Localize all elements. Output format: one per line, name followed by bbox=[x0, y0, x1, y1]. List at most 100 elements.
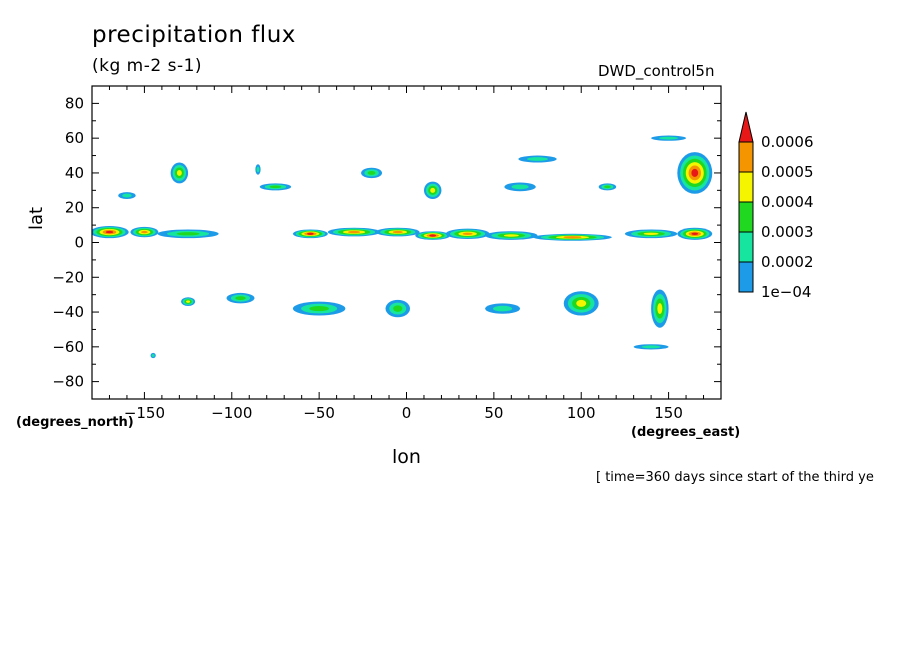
precip-region bbox=[157, 229, 219, 239]
colorbar-segment bbox=[738, 141, 754, 173]
precip-contour-level-3 bbox=[503, 234, 519, 237]
precip-contour-level-1 bbox=[256, 166, 260, 173]
precip-region bbox=[485, 303, 521, 314]
x-tick-label: −150 bbox=[124, 404, 165, 422]
precip-region bbox=[485, 231, 538, 240]
precip-contour-level-3 bbox=[657, 303, 663, 315]
precip-region bbox=[563, 291, 599, 316]
precip-contour-level-2 bbox=[235, 296, 246, 301]
precip-contour-level-2 bbox=[309, 305, 329, 312]
precip-contour-level-5 bbox=[691, 168, 699, 177]
y-tick-label: 80 bbox=[65, 94, 84, 112]
precip-region bbox=[170, 162, 189, 184]
y-tick-label: 0 bbox=[74, 234, 84, 252]
precip-contour-level-1 bbox=[641, 345, 661, 349]
plot-frame bbox=[91, 85, 722, 400]
precip-contour-level-3 bbox=[186, 300, 191, 303]
y-tick-label: 40 bbox=[65, 164, 84, 182]
x-tick-label: −50 bbox=[303, 404, 335, 422]
precip-region bbox=[226, 292, 255, 304]
x-tick-label: 150 bbox=[654, 404, 683, 422]
x-tick-label: −100 bbox=[211, 404, 252, 422]
colorbar-segment bbox=[738, 201, 754, 233]
colorbar-segment bbox=[738, 171, 754, 203]
x-tick-label: 100 bbox=[567, 404, 596, 422]
colorbar-arrow bbox=[738, 111, 754, 143]
precip-region bbox=[423, 181, 442, 200]
precip-region bbox=[118, 192, 136, 200]
precip-contour-level-2 bbox=[176, 232, 200, 236]
precip-region bbox=[92, 225, 129, 239]
precip-contour-level-5 bbox=[307, 232, 314, 236]
precip-contour-level-4 bbox=[141, 230, 148, 234]
precip-region bbox=[385, 299, 410, 318]
dataset-label: DWD_control5n bbox=[598, 62, 715, 80]
precip-contour-level-1 bbox=[511, 184, 529, 190]
precip-contour-level-2 bbox=[393, 305, 403, 312]
precip-region bbox=[651, 135, 687, 141]
precip-contour-level-1 bbox=[493, 305, 513, 312]
precip-contour-level-5 bbox=[105, 230, 114, 234]
y-tick-label: −80 bbox=[52, 373, 84, 391]
precip-region bbox=[504, 182, 536, 192]
precip-region bbox=[292, 229, 328, 239]
y-tick-label: −60 bbox=[52, 338, 84, 356]
precip-contour-level-3 bbox=[643, 232, 659, 236]
colorbar-label: 0.0004 bbox=[761, 193, 814, 211]
colorbar-segment bbox=[738, 231, 754, 263]
colorbar-label: 0.0005 bbox=[761, 163, 814, 181]
precip-contour-level-4 bbox=[392, 230, 403, 234]
precip-region bbox=[375, 227, 420, 237]
precip-region bbox=[130, 226, 159, 238]
colorbar: 0.0006 0.0005 0.0004 0.0003 0.0002 1e−04 bbox=[738, 111, 814, 301]
precip-contour-level-2 bbox=[367, 170, 376, 175]
precip-contour-level-4 bbox=[563, 236, 582, 239]
colorbar-label: 0.0006 bbox=[761, 133, 814, 151]
precip-region bbox=[361, 167, 383, 179]
precip-region bbox=[518, 155, 557, 163]
precip-region bbox=[415, 231, 451, 240]
precip-contour-level-4 bbox=[348, 230, 361, 234]
precip-region bbox=[677, 227, 713, 240]
precip-contour-level-4 bbox=[462, 232, 473, 236]
precip-contour-level-2 bbox=[604, 185, 611, 189]
precip-region bbox=[677, 152, 713, 194]
precip-region bbox=[259, 183, 292, 191]
precip-region bbox=[150, 352, 156, 359]
precip-contour-level-1 bbox=[151, 354, 155, 357]
precip-region bbox=[327, 227, 381, 237]
precip-region bbox=[624, 229, 678, 239]
precip-region bbox=[651, 289, 669, 328]
precip-contour-level-5 bbox=[691, 232, 699, 236]
time-note: [ time=360 days since start of the third… bbox=[596, 470, 874, 485]
precip-region bbox=[255, 164, 261, 175]
x-tick-label: 50 bbox=[484, 404, 503, 422]
x-axis-label: lon bbox=[392, 446, 421, 468]
precip-region bbox=[292, 301, 346, 316]
chart-title: precipitation flux bbox=[92, 22, 296, 48]
chart-units: (kg m-2 s-1) bbox=[92, 56, 203, 76]
colorbar-segment bbox=[738, 261, 754, 293]
precip-region bbox=[533, 233, 612, 241]
colorbar-label: 0.0003 bbox=[761, 223, 814, 241]
precip-contour-level-3 bbox=[176, 169, 182, 176]
colorbar-label: 0.0002 bbox=[761, 253, 814, 271]
x-axis-units: (degrees_east) bbox=[631, 425, 741, 440]
y-tick-label: −40 bbox=[52, 303, 84, 321]
y-tick-label: −20 bbox=[52, 268, 84, 286]
colorbar-label: 1e−04 bbox=[761, 283, 811, 301]
precip-contour-level-5 bbox=[429, 234, 437, 237]
x-tick-label: 0 bbox=[402, 404, 412, 422]
precip-contour-level-1 bbox=[122, 193, 132, 198]
precip-region bbox=[633, 344, 669, 350]
precip-contour-level-1 bbox=[527, 157, 549, 161]
precip-contour-level-2 bbox=[269, 185, 282, 189]
y-tick-label: 20 bbox=[65, 199, 84, 217]
y-axis-units: (degrees_north) bbox=[16, 415, 134, 430]
precip-region bbox=[598, 183, 617, 191]
precip-contour-level-3 bbox=[576, 299, 587, 307]
precip-contour-level-1 bbox=[659, 136, 679, 140]
precip-contour-level-3 bbox=[430, 187, 436, 193]
precip-region bbox=[181, 297, 196, 306]
y-tick-label: 60 bbox=[65, 129, 84, 147]
